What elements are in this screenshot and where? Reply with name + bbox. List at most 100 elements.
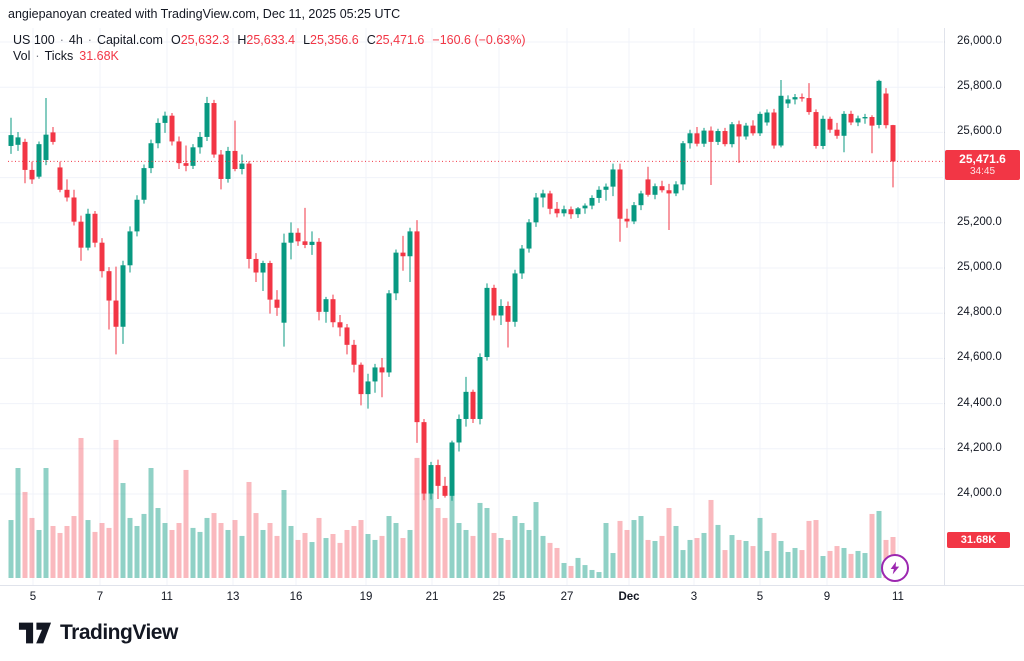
- volume-bar: [638, 516, 644, 578]
- tradingview-logo-text: TradingView: [60, 621, 178, 644]
- volume-bar: [155, 507, 161, 578]
- candle-body: [547, 193, 553, 209]
- candle-body: [610, 169, 616, 187]
- change-value: −160.6 (−0.63%): [432, 33, 526, 47]
- candle-body: [505, 305, 511, 322]
- volume-bar: [729, 535, 735, 578]
- instant-trading-button[interactable]: [881, 554, 909, 582]
- time-axis-label: 27: [560, 591, 574, 603]
- volume-bar: [848, 553, 854, 578]
- volume-bar: [449, 485, 455, 578]
- candle-body: [701, 130, 707, 144]
- volume-bar: [659, 535, 665, 578]
- candle-body: [484, 287, 490, 358]
- price-axis-label: 24,600.0: [957, 351, 1002, 364]
- candle-body: [43, 134, 49, 160]
- symbol-name[interactable]: US 100: [13, 33, 55, 47]
- candle-body: [239, 163, 245, 170]
- volume-bar: [540, 535, 546, 578]
- legend-separator: ·: [59, 33, 64, 47]
- candle-body: [470, 391, 476, 419]
- price-axis-label: 25,200.0: [957, 215, 1002, 228]
- volume-bar: [246, 481, 252, 578]
- candle-body: [50, 132, 56, 142]
- candle-body: [582, 205, 588, 209]
- volume-bar: [512, 516, 518, 578]
- candle-body: [15, 137, 21, 145]
- volume-bar: [680, 550, 686, 578]
- candle-body: [596, 189, 602, 198]
- volume-bar: [372, 539, 378, 578]
- volume-bar: [862, 553, 868, 578]
- candle-body: [568, 209, 574, 215]
- volume-bar: [806, 520, 812, 578]
- vol-label: Vol: [13, 49, 31, 63]
- candle-body: [176, 141, 182, 164]
- volume-bar: [694, 538, 700, 578]
- volume-bar: [841, 547, 847, 578]
- candle-body: [351, 344, 357, 365]
- candle-body: [141, 168, 147, 200]
- time-axis-label: 25: [492, 591, 506, 603]
- candle-body: [512, 273, 518, 322]
- price-axis-label: 25,800.0: [957, 80, 1002, 93]
- volume-bar: [855, 550, 861, 578]
- candle-body: [841, 113, 847, 136]
- ohlc-high: H25,633.4: [237, 33, 296, 47]
- candle-body: [652, 186, 658, 195]
- bar-countdown: 34:45: [969, 166, 996, 178]
- price-axis-label: 25,000.0: [957, 261, 1002, 273]
- candle-body: [883, 93, 889, 126]
- candle-body: [813, 112, 819, 146]
- candle-body: [778, 95, 784, 146]
- candle-body: [8, 135, 14, 146]
- volume-bar: [596, 572, 602, 578]
- time-axis[interactable]: 5 7 11 13 16 19 21 25 27 Dec 3 5 9 11: [0, 586, 1024, 610]
- candle-body: [743, 125, 749, 137]
- volume-bar: [750, 546, 756, 578]
- candle-body: [715, 131, 721, 142]
- candle-body: [575, 208, 581, 215]
- volume-bar: [547, 542, 553, 578]
- volume-bar: [78, 437, 84, 578]
- candle-body: [876, 80, 882, 125]
- candle-body: [274, 299, 280, 308]
- volume-bar: [792, 547, 798, 578]
- time-axis-label: Dec: [618, 591, 640, 603]
- candle-body: [687, 133, 693, 144]
- volume-bar: [799, 550, 805, 578]
- volume-bar: [582, 565, 588, 578]
- volume-bar: [274, 535, 280, 578]
- legend-symbol-row[interactable]: US 100 · 4h · Capital.com O25,632.3 H25,…: [13, 33, 526, 49]
- candle-body: [785, 99, 791, 104]
- time-axis-label: 19: [359, 591, 373, 603]
- volume-bar: [442, 517, 448, 578]
- volume-bar: [36, 529, 42, 578]
- legend-volume-row[interactable]: Vol · Ticks 31.68K: [13, 49, 526, 65]
- candle-body: [71, 197, 77, 222]
- volume-bar: [267, 523, 273, 578]
- volume-bar: [50, 525, 56, 578]
- candle-body: [750, 125, 756, 134]
- volume-bar: [771, 532, 777, 578]
- candle-body: [414, 231, 420, 423]
- volume-bar: [120, 483, 126, 578]
- volume-bar: [43, 468, 49, 578]
- candle-body: [134, 199, 140, 232]
- interval-label[interactable]: 4h: [68, 33, 83, 47]
- volume-bar: [575, 557, 581, 578]
- candle-body: [78, 221, 84, 248]
- volume-bar: [785, 551, 791, 578]
- candle-body: [197, 136, 203, 148]
- volume-bar: [743, 540, 749, 578]
- candle-body: [561, 209, 567, 214]
- volume-bar: [407, 529, 413, 578]
- volume-bar: [351, 525, 357, 578]
- candle-body: [848, 113, 854, 123]
- candle-body: [869, 117, 875, 126]
- volume-bar: [568, 565, 574, 578]
- candle-body: [246, 163, 252, 259]
- price-axis[interactable]: 26,000.0 25,800.0 25,600.0 25,200.0 25,000.0…: [945, 0, 1024, 585]
- volume-bar: [820, 556, 826, 578]
